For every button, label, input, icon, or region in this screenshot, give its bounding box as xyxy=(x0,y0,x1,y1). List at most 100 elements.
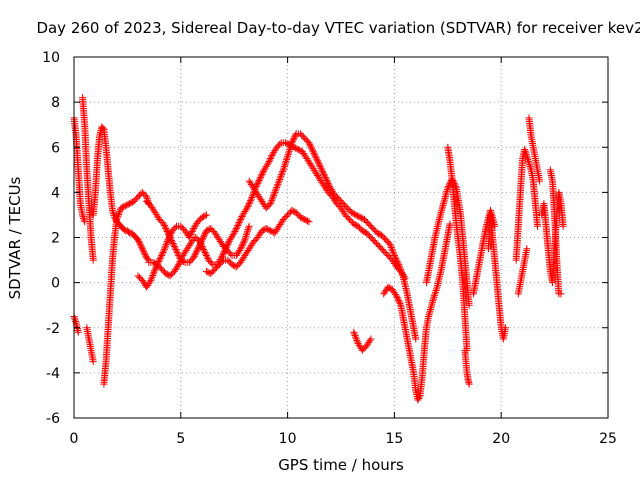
data-point xyxy=(384,252,392,260)
data-point-fill xyxy=(391,290,399,298)
data-point-fill xyxy=(347,217,355,225)
data-point-fill xyxy=(398,270,406,278)
data-point xyxy=(284,152,292,160)
data-point-fill xyxy=(227,250,235,258)
data-point-fill xyxy=(186,232,194,240)
data-point-fill xyxy=(124,228,132,236)
data-point-fill xyxy=(133,194,141,202)
data-point-fill xyxy=(280,164,288,172)
series-sat-o xyxy=(444,143,471,354)
data-point-fill xyxy=(205,225,213,233)
data-point-fill xyxy=(263,161,271,169)
data-point-fill xyxy=(358,214,366,222)
data-point xyxy=(305,139,313,147)
data-point-fill xyxy=(115,209,123,217)
data-point-fill xyxy=(159,249,167,257)
data-point-fill xyxy=(156,255,164,263)
data-point-fill xyxy=(362,217,370,225)
data-point-fill xyxy=(159,267,167,275)
series-sat-d xyxy=(83,324,97,366)
data-point-fill xyxy=(257,173,265,181)
data-point-fill xyxy=(231,227,239,235)
data-point xyxy=(130,197,138,205)
data-point-fill xyxy=(397,267,405,275)
data-point-fill xyxy=(325,181,333,189)
data-point-fill xyxy=(235,218,243,226)
data-point-fill xyxy=(351,210,359,218)
data-point-fill xyxy=(523,154,531,162)
data-point xyxy=(177,222,185,230)
data-point xyxy=(318,166,326,174)
y-tick-label: -6 xyxy=(46,411,60,427)
data-point-fill xyxy=(285,147,293,155)
data-point-fill xyxy=(80,214,88,222)
data-point-fill xyxy=(189,226,197,234)
data-point-fill xyxy=(221,246,229,254)
data-point-fill xyxy=(161,223,169,231)
data-point-fill xyxy=(342,203,350,211)
data-point xyxy=(262,204,270,212)
data-point xyxy=(140,249,148,257)
data-point xyxy=(215,261,223,269)
data-point xyxy=(275,177,283,185)
data-point-fill xyxy=(298,214,306,222)
data-point-fill xyxy=(432,288,440,296)
data-point-fill xyxy=(239,239,247,247)
x-tick-label: 20 xyxy=(492,431,510,447)
data-point-fill xyxy=(294,210,302,218)
series-sat-b xyxy=(70,312,82,336)
data-point-fill xyxy=(72,318,80,326)
y-tick-labels: -6 -4 -2 0 2 4 6 8 10 xyxy=(42,50,60,427)
data-point-fill xyxy=(274,180,282,188)
data-point xyxy=(267,200,275,208)
series-sat-e xyxy=(89,123,153,264)
data-point-fill xyxy=(120,226,128,234)
series-sat-j xyxy=(202,206,313,278)
data-point xyxy=(147,276,155,284)
data-point-fill xyxy=(158,250,166,258)
data-point xyxy=(230,229,238,237)
data-point-fill xyxy=(151,267,159,275)
data-point-fill xyxy=(239,240,247,248)
data-point-fill xyxy=(360,227,368,235)
data-point xyxy=(335,195,343,203)
data-point-fill xyxy=(99,124,107,132)
data-point xyxy=(371,238,379,246)
data-point-fill xyxy=(380,234,388,242)
series-sat-k xyxy=(245,130,420,343)
data-point xyxy=(164,229,172,237)
series-sat-p xyxy=(461,346,473,388)
data-point-fill xyxy=(524,157,532,165)
data-point xyxy=(262,224,270,232)
data-point-fill xyxy=(244,203,252,211)
data-point-fill xyxy=(270,190,278,198)
data-point-fill xyxy=(395,297,403,305)
data-point xyxy=(395,261,403,269)
data-point-fill xyxy=(268,152,276,160)
data-point-fill xyxy=(273,182,281,190)
data-points xyxy=(70,94,567,404)
data-point-fill xyxy=(270,192,278,200)
data-point-fill xyxy=(193,235,201,243)
data-point xyxy=(301,215,309,223)
data-point-fill xyxy=(246,198,254,206)
data-point-fill xyxy=(149,270,157,278)
data-point-fill xyxy=(155,262,163,270)
data-point-fill xyxy=(431,290,439,298)
data-point-fill xyxy=(314,158,322,166)
data-point-fill xyxy=(389,247,397,255)
data-point-fill xyxy=(116,207,124,215)
data-point xyxy=(523,245,531,253)
series-sat-l xyxy=(350,328,375,354)
data-point-fill xyxy=(284,151,292,159)
data-point xyxy=(108,206,116,214)
data-point xyxy=(138,188,146,196)
data-point-fill xyxy=(243,229,251,237)
data-point xyxy=(352,211,360,219)
data-point xyxy=(232,263,240,271)
data-point xyxy=(194,245,202,253)
data-point xyxy=(465,380,473,388)
data-point xyxy=(354,222,362,230)
data-point-fill xyxy=(396,264,404,272)
data-point-fill xyxy=(332,192,340,200)
